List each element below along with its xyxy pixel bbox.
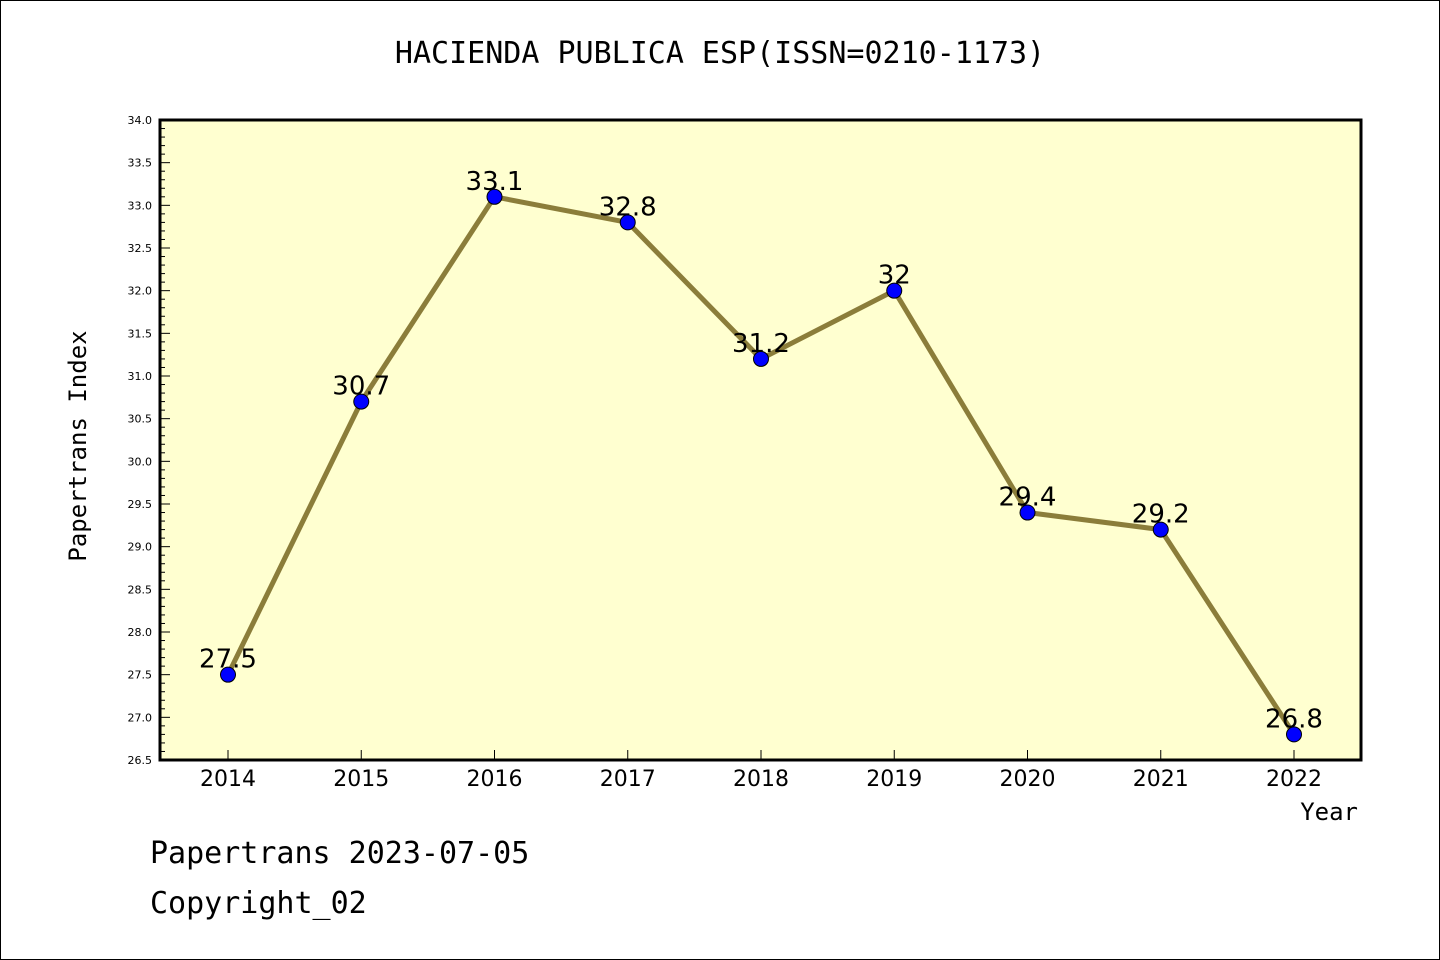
data-label: 31.2 xyxy=(732,329,790,359)
y-tick-label: 32.5 xyxy=(128,242,153,255)
data-point xyxy=(753,350,769,367)
data-label: 30.7 xyxy=(332,372,390,402)
data-point xyxy=(619,214,636,231)
x-axis: 2014 2015 2016 2017 2018 2019 2020 2021 2022 xyxy=(200,750,1322,792)
data-point xyxy=(486,188,503,205)
footer-date: Papertrans 2023-07-05 xyxy=(150,836,530,871)
y-tick-label: 31.0 xyxy=(128,370,153,383)
data-point xyxy=(886,282,903,299)
data-point xyxy=(1286,726,1302,743)
x-tick-label: 2021 xyxy=(1133,767,1189,792)
y-tick-label: 28.0 xyxy=(128,626,153,639)
y-tick-label: 27.5 xyxy=(128,669,153,682)
y-tick-label: 26.5 xyxy=(128,754,153,767)
y-tick-label: 28.5 xyxy=(128,583,153,596)
series-line xyxy=(220,188,1302,743)
x-tick-label: 2019 xyxy=(866,767,922,792)
data-label: 32.8 xyxy=(599,192,657,222)
x-tick-label: 2014 xyxy=(200,767,256,792)
y-tick-label: 33.0 xyxy=(128,199,153,212)
data-label: 26.8 xyxy=(1265,704,1323,734)
x-tick-label: 2017 xyxy=(600,767,656,792)
data-point xyxy=(353,393,370,410)
x-tick-label: 2016 xyxy=(467,767,523,792)
y-tick-label: 31.5 xyxy=(128,327,153,340)
y-axis: 26.5 27.0 27.5 28.0 28.5 29.0 29.5 30.0 30.5 31.0… xyxy=(128,114,170,767)
data-label: 29.4 xyxy=(999,483,1057,513)
y-tick-label: 30.5 xyxy=(128,413,153,426)
x-tick-label: 2015 xyxy=(333,767,389,792)
y-tick-label: 30.0 xyxy=(128,455,153,468)
data-label: 27.5 xyxy=(199,645,257,675)
data-labels: 27.5 30.7 33.1 32.8 31.2 32 29.4 29.2 26.8 xyxy=(199,167,1323,735)
data-point xyxy=(220,666,236,683)
x-axis-label: Year xyxy=(1300,798,1358,826)
y-tick-label: 27.0 xyxy=(128,711,153,724)
data-label: 32 xyxy=(878,261,911,291)
y-tick-label: 29.5 xyxy=(128,498,153,511)
data-point xyxy=(1152,521,1169,538)
chart-title: HACIENDA PUBLICA ESP(ISSN=0210-1173) xyxy=(394,36,1046,71)
y-tick-label: 33.5 xyxy=(128,157,153,170)
data-label: 29.2 xyxy=(1132,500,1190,530)
plot-area xyxy=(158,118,1363,762)
footer-copyright: Copyright_02 xyxy=(150,886,367,921)
x-tick-label: 2022 xyxy=(1266,767,1322,792)
x-tick-label: 2020 xyxy=(1000,767,1056,792)
x-tick-label: 2018 xyxy=(733,767,789,792)
y-tick-label: 32.0 xyxy=(128,285,153,298)
y-tick-label: 29.0 xyxy=(128,541,153,554)
y-tick-label: 34.0 xyxy=(128,114,153,127)
y-axis-label: Papertrans Index xyxy=(64,330,92,561)
data-point xyxy=(1019,504,1036,521)
data-label: 33.1 xyxy=(466,167,524,197)
